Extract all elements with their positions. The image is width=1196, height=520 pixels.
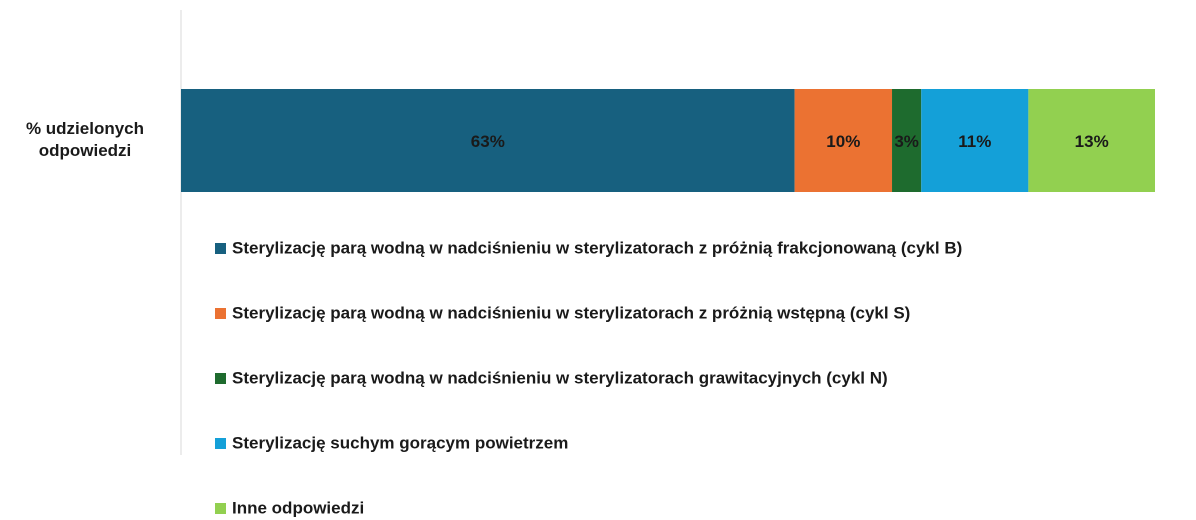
data-label: 63%	[471, 132, 505, 151]
bar-segment	[1028, 89, 1155, 192]
data-label: 10%	[826, 132, 860, 151]
legend-label: Sterylizację parą wodną w nadciśnieniu w…	[232, 303, 910, 322]
legend-label: Sterylizację suchym gorącym powietrzem	[232, 433, 568, 452]
bar-segment	[794, 89, 893, 192]
bar-segment	[921, 89, 1029, 192]
bar-segment	[181, 89, 795, 192]
data-label: 3%	[894, 132, 919, 151]
legend-swatch	[215, 438, 226, 449]
legend-swatch	[215, 308, 226, 319]
category-label: % udzielonych odpowiedzi	[0, 118, 170, 162]
legend-label: Sterylizację parą wodną w nadciśnieniu w…	[232, 368, 888, 387]
data-label: 11%	[958, 132, 991, 151]
category-text: % udzielonych odpowiedzi	[25, 119, 145, 160]
legend-swatch	[215, 503, 226, 514]
legend-swatch	[215, 243, 226, 254]
legend-label: Inne odpowiedzi	[232, 498, 364, 517]
legend-swatch	[215, 373, 226, 384]
legend-label: Sterylizację parą wodną w nadciśnieniu w…	[232, 238, 962, 257]
data-label: 13%	[1075, 132, 1109, 151]
bar-segment	[892, 89, 922, 192]
